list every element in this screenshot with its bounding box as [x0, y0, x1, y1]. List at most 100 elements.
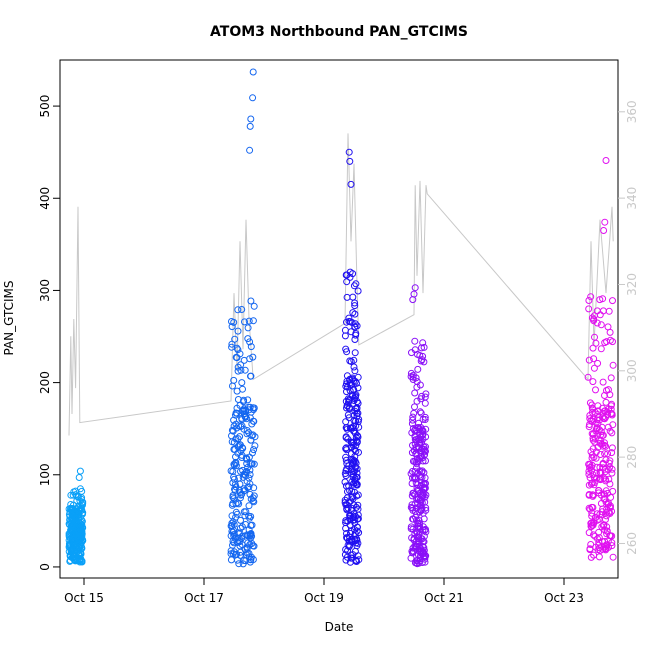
data-point	[411, 337, 419, 345]
data-point	[249, 94, 257, 102]
data-point	[594, 420, 602, 428]
data-point	[597, 476, 605, 484]
data-point	[410, 409, 418, 417]
data-point	[590, 317, 598, 325]
data-point	[597, 491, 605, 499]
data-point	[420, 343, 428, 351]
x-tick-label: Oct 19	[304, 591, 344, 605]
data-point	[343, 271, 351, 279]
data-point	[608, 429, 616, 437]
data-point	[352, 479, 360, 487]
data-point	[236, 433, 244, 441]
data-point	[592, 514, 600, 521]
data-point	[235, 474, 243, 482]
data-point	[228, 318, 235, 325]
data-point	[231, 335, 239, 343]
x-tick-label: Oct 15	[64, 591, 104, 605]
data-point	[585, 481, 593, 489]
line-series	[68, 133, 614, 436]
data-point	[594, 359, 602, 367]
data-point	[602, 442, 610, 450]
data-point	[602, 456, 610, 464]
data-point	[351, 310, 359, 318]
data-point	[414, 456, 422, 464]
data-point	[342, 434, 350, 442]
data-point	[342, 382, 350, 390]
data-point	[421, 413, 429, 421]
data-point	[67, 553, 75, 561]
data-point	[351, 323, 359, 331]
data-point	[585, 460, 593, 468]
data-point	[597, 431, 605, 439]
data-point	[416, 408, 424, 416]
data-point	[67, 491, 75, 499]
data-point	[246, 122, 254, 130]
data-point	[232, 420, 240, 428]
data-point	[347, 438, 355, 446]
data-point	[232, 353, 240, 361]
data-point	[608, 539, 616, 547]
data-point	[228, 426, 236, 434]
data-point	[250, 302, 258, 310]
data-point	[421, 447, 429, 455]
data-point	[409, 371, 417, 379]
data-point	[342, 424, 350, 432]
data-point	[234, 363, 242, 371]
data-point	[590, 481, 598, 489]
data-point	[347, 527, 355, 535]
data-point	[229, 427, 237, 435]
data-point	[351, 453, 359, 460]
data-point	[604, 323, 612, 331]
data-point	[233, 510, 241, 518]
data-point	[246, 403, 254, 411]
data-point	[407, 503, 415, 511]
data-point	[422, 528, 430, 536]
data-point	[74, 493, 82, 501]
plot-frame	[59, 59, 619, 579]
data-point	[599, 307, 607, 315]
data-point	[601, 468, 609, 476]
data-point	[238, 451, 246, 459]
data-point	[585, 305, 593, 313]
data-point	[348, 493, 356, 501]
data-point	[351, 535, 359, 543]
data-point	[237, 516, 244, 524]
data-point	[409, 416, 417, 424]
data-point	[415, 419, 423, 427]
data-point	[343, 425, 351, 433]
data-point	[232, 483, 240, 491]
data-point	[352, 503, 360, 511]
data-point	[585, 504, 593, 512]
data-point	[248, 432, 256, 440]
data-point	[238, 379, 246, 387]
data-point	[234, 327, 242, 335]
data-point	[352, 447, 360, 455]
data-point	[249, 417, 257, 425]
data-point	[599, 505, 607, 513]
data-point	[246, 146, 254, 154]
data-point	[245, 550, 253, 557]
data-point	[413, 560, 421, 568]
data-point	[597, 451, 604, 458]
data-point	[600, 474, 608, 482]
data-point	[600, 227, 608, 234]
data-point	[605, 307, 613, 315]
data-point	[408, 468, 416, 475]
data-point	[232, 551, 239, 559]
data-point	[350, 416, 358, 424]
data-point	[345, 397, 353, 405]
data-point	[236, 542, 244, 550]
data-point	[354, 505, 362, 513]
data-point	[245, 483, 253, 491]
data-point	[586, 546, 594, 554]
data-point	[244, 396, 252, 404]
data-point	[587, 523, 595, 530]
data-point	[249, 404, 257, 412]
data-point	[590, 355, 598, 363]
data-point	[343, 388, 350, 396]
data-point	[596, 296, 604, 304]
data-point	[350, 412, 358, 419]
data-point	[71, 557, 79, 565]
data-point	[595, 528, 603, 536]
data-point	[343, 534, 351, 542]
